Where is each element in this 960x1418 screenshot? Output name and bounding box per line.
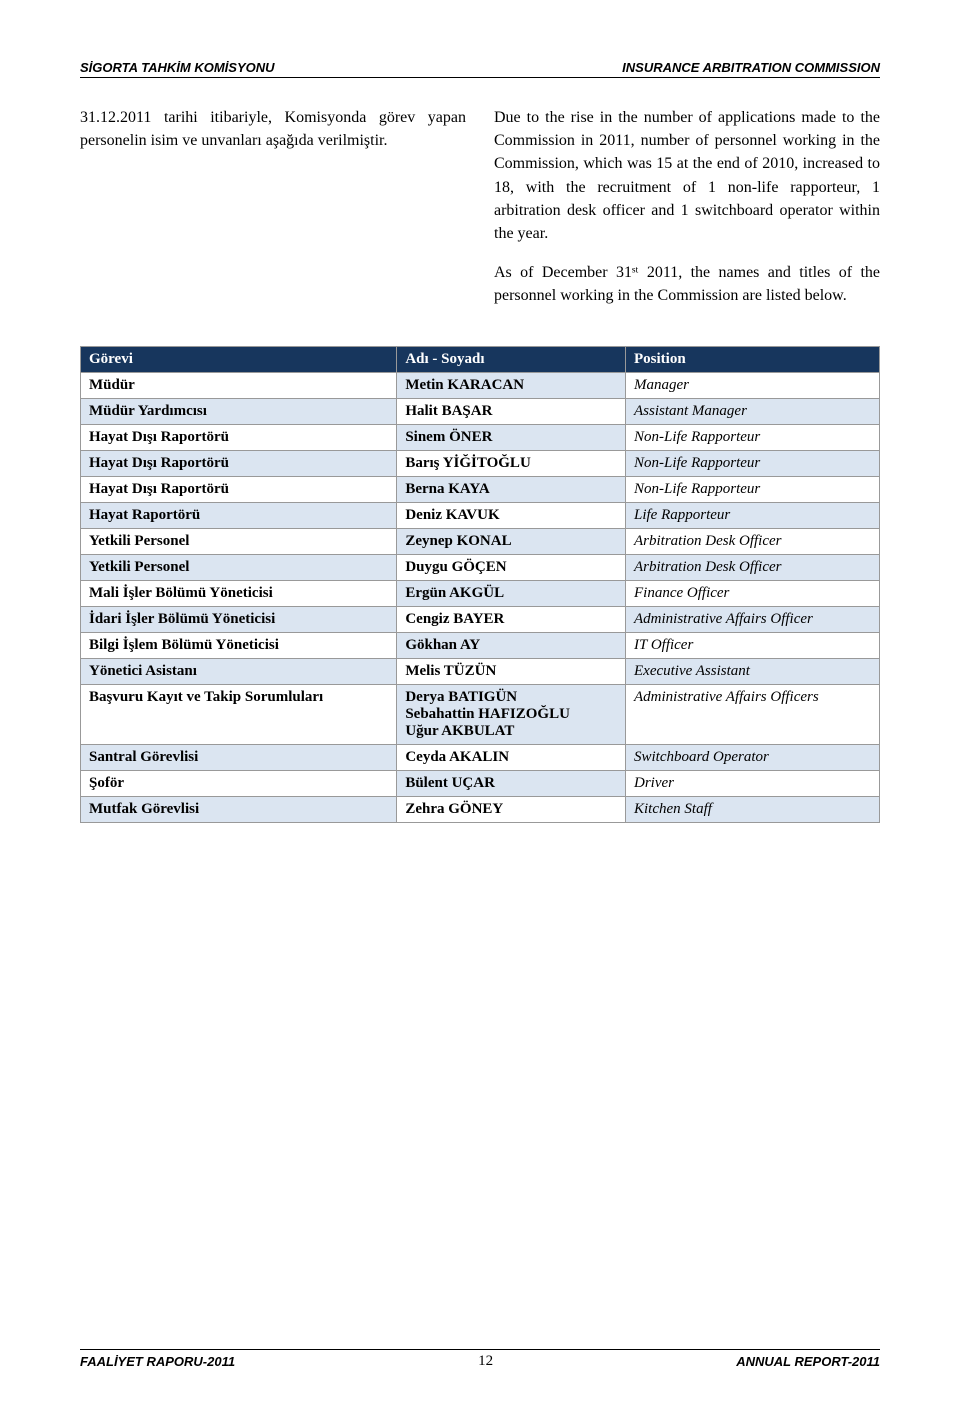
personnel-table: Görevi Adı - Soyadı Position MüdürMetin … bbox=[80, 346, 880, 823]
cell-position: Switchboard Operator bbox=[626, 744, 880, 770]
cell-role: Hayat Dışı Raportörü bbox=[81, 424, 397, 450]
table-row: Yönetici AsistanıMelis TÜZÜNExecutive As… bbox=[81, 658, 880, 684]
cell-position: Assistant Manager bbox=[626, 398, 880, 424]
table-row: İdari İşler Bölümü YöneticisiCengiz BAYE… bbox=[81, 606, 880, 632]
page-header: SİGORTA TAHKİM KOMİSYONU INSURANCE ARBIT… bbox=[80, 60, 880, 78]
cell-name: Melis TÜZÜN bbox=[397, 658, 626, 684]
cell-role: Başvuru Kayıt ve Takip Sorumluları bbox=[81, 684, 397, 744]
table-row: Bilgi İşlem Bölümü YöneticisiGökhan AYIT… bbox=[81, 632, 880, 658]
footer-page-number: 12 bbox=[478, 1353, 493, 1370]
cell-position: Arbitration Desk Officer bbox=[626, 528, 880, 554]
cell-role: Şoför bbox=[81, 770, 397, 796]
table-row: Müdür YardımcısıHalit BAŞARAssistant Man… bbox=[81, 398, 880, 424]
cell-position: Finance Officer bbox=[626, 580, 880, 606]
table-row: Mutfak GörevlisiZehra GÖNEYKitchen Staff bbox=[81, 796, 880, 822]
table-row: Mali İşler Bölümü YöneticisiErgün AKGÜLF… bbox=[81, 580, 880, 606]
left-column: 31.12.2011 tarihi itibariyle, Komisyonda… bbox=[80, 106, 466, 324]
table-header-row: Görevi Adı - Soyadı Position bbox=[81, 346, 880, 372]
footer-right: ANNUAL REPORT-2011 bbox=[736, 1354, 880, 1369]
cell-name: Berna KAYA bbox=[397, 476, 626, 502]
cell-name: Ergün AKGÜL bbox=[397, 580, 626, 606]
cell-position: Non-Life Rapporteur bbox=[626, 450, 880, 476]
cell-position: Driver bbox=[626, 770, 880, 796]
cell-name: Bülent UÇAR bbox=[397, 770, 626, 796]
cell-role: Bilgi İşlem Bölümü Yöneticisi bbox=[81, 632, 397, 658]
cell-position: Executive Assistant bbox=[626, 658, 880, 684]
cell-position: IT Officer bbox=[626, 632, 880, 658]
table-row: Yetkili PersonelZeynep KONALArbitration … bbox=[81, 528, 880, 554]
cell-position: Arbitration Desk Officer bbox=[626, 554, 880, 580]
cell-role: Mutfak Görevlisi bbox=[81, 796, 397, 822]
table-row: Hayat Dışı RaportörüSinem ÖNERNon-Life R… bbox=[81, 424, 880, 450]
table-row: MüdürMetin KARACANManager bbox=[81, 372, 880, 398]
cell-position: Kitchen Staff bbox=[626, 796, 880, 822]
body-columns: 31.12.2011 tarihi itibariyle, Komisyonda… bbox=[80, 106, 880, 324]
cell-role: Müdür bbox=[81, 372, 397, 398]
header-right: INSURANCE ARBITRATION COMMISSION bbox=[622, 60, 880, 75]
header-left: SİGORTA TAHKİM KOMİSYONU bbox=[80, 60, 275, 75]
cell-name: Cengiz BAYER bbox=[397, 606, 626, 632]
table-row: Yetkili PersonelDuygu GÖÇENArbitration D… bbox=[81, 554, 880, 580]
cell-role: İdari İşler Bölümü Yöneticisi bbox=[81, 606, 397, 632]
table-row: ŞoförBülent UÇARDriver bbox=[81, 770, 880, 796]
cell-role: Yönetici Asistanı bbox=[81, 658, 397, 684]
cell-role: Hayat Raportörü bbox=[81, 502, 397, 528]
cell-role: Yetkili Personel bbox=[81, 528, 397, 554]
page-footer: FAALİYET RAPORU-2011 12 ANNUAL REPORT-20… bbox=[80, 1349, 880, 1370]
cell-name: Duygu GÖÇEN bbox=[397, 554, 626, 580]
cell-name: Barış YİĞİTOĞLU bbox=[397, 450, 626, 476]
cell-position: Non-Life Rapporteur bbox=[626, 424, 880, 450]
th-role: Görevi bbox=[81, 346, 397, 372]
cell-position: Life Rapporteur bbox=[626, 502, 880, 528]
cell-name: Deniz KAVUK bbox=[397, 502, 626, 528]
cell-position: Non-Life Rapporteur bbox=[626, 476, 880, 502]
th-position: Position bbox=[626, 346, 880, 372]
cell-role: Hayat Dışı Raportörü bbox=[81, 450, 397, 476]
cell-name: Gökhan AY bbox=[397, 632, 626, 658]
cell-role: Mali İşler Bölümü Yöneticisi bbox=[81, 580, 397, 606]
table-row: Hayat Dışı RaportörüBerna KAYANon-Life R… bbox=[81, 476, 880, 502]
cell-role: Santral Görevlisi bbox=[81, 744, 397, 770]
cell-position: Manager bbox=[626, 372, 880, 398]
cell-role: Hayat Dışı Raportörü bbox=[81, 476, 397, 502]
cell-name: Zehra GÖNEY bbox=[397, 796, 626, 822]
right-column: Due to the rise in the number of applica… bbox=[494, 106, 880, 324]
table-row: Santral GörevlisiCeyda AKALINSwitchboard… bbox=[81, 744, 880, 770]
right-para-0: Due to the rise in the number of applica… bbox=[494, 106, 880, 245]
right-para-1: As of December 31ˢᵗ 2011, the names and … bbox=[494, 261, 880, 307]
cell-role: Müdür Yardımcısı bbox=[81, 398, 397, 424]
table-row: Hayat Dışı RaportörüBarış YİĞİTOĞLUNon-L… bbox=[81, 450, 880, 476]
th-name: Adı - Soyadı bbox=[397, 346, 626, 372]
table-row: Hayat RaportörüDeniz KAVUKLife Rapporteu… bbox=[81, 502, 880, 528]
cell-position: Administrative Affairs Officers bbox=[626, 684, 880, 744]
cell-name: Ceyda AKALIN bbox=[397, 744, 626, 770]
cell-name: Halit BAŞAR bbox=[397, 398, 626, 424]
cell-name: Derya BATIGÜN Sebahattin HAFIZOĞLU Uğur … bbox=[397, 684, 626, 744]
cell-position: Administrative Affairs Officer bbox=[626, 606, 880, 632]
cell-name: Zeynep KONAL bbox=[397, 528, 626, 554]
footer-left: FAALİYET RAPORU-2011 bbox=[80, 1354, 235, 1369]
cell-role: Yetkili Personel bbox=[81, 554, 397, 580]
table-row: Başvuru Kayıt ve Takip SorumlularıDerya … bbox=[81, 684, 880, 744]
left-para-0: 31.12.2011 tarihi itibariyle, Komisyonda… bbox=[80, 106, 466, 152]
cell-name: Metin KARACAN bbox=[397, 372, 626, 398]
cell-name: Sinem ÖNER bbox=[397, 424, 626, 450]
